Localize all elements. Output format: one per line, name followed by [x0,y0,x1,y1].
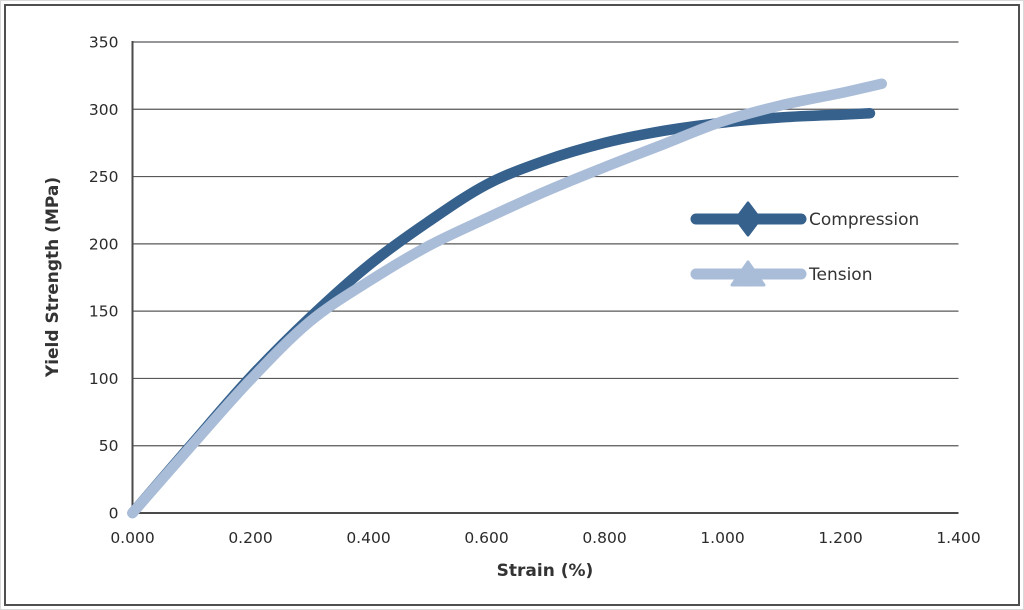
legend-marker-diamond-icon [734,201,762,237]
x-tick-label-1.400: 1.400 [936,529,980,547]
y-tick-label-300: 300 [89,101,119,119]
legend-label-tension: Tension [808,265,872,285]
x-axis-title: Strain (%) [496,561,594,581]
y-axis-title: Yield Strength (MPa) [43,176,63,378]
legend-marker-triangle-icon [730,260,766,287]
y-tick-label-0: 0 [109,505,119,523]
x-tick-label-0.200: 0.200 [228,529,272,547]
y-tick-label-50: 50 [99,437,119,455]
y-tick-label-250: 250 [89,168,119,186]
y-tick-label-100: 100 [89,370,119,388]
y-tick-label-150: 150 [89,303,119,321]
series-line-tension [127,78,888,519]
x-tick-label-0.400: 0.400 [346,529,390,547]
y-tick-label-350: 350 [89,34,119,52]
y-tick-label-200: 200 [89,235,119,253]
x-tick-label-0.600: 0.600 [464,529,508,547]
series-line-compression [127,108,876,519]
x-tick-label-1.200: 1.200 [818,529,862,547]
x-tick-label-0.000: 0.000 [110,529,154,547]
x-tick-label-1.000: 1.000 [700,529,744,547]
legend-label-compression: Compression [809,210,919,230]
x-tick-label-0.800: 0.800 [582,529,626,547]
